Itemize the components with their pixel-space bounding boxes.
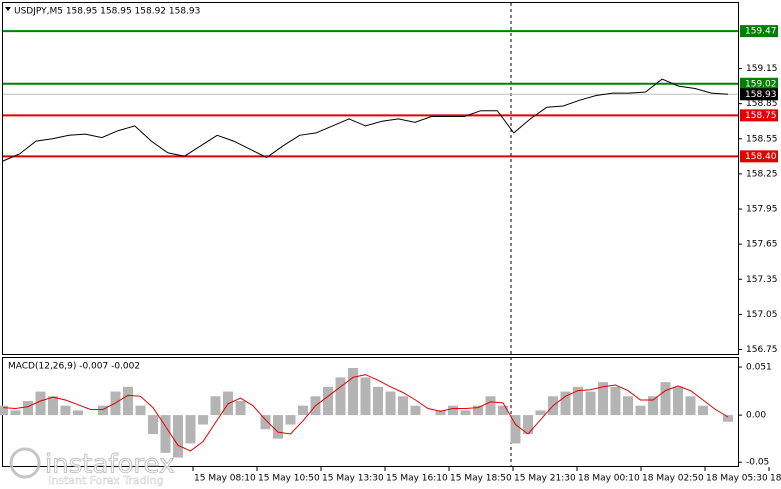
macd-bar [160, 415, 171, 453]
x-tick-label: 15 May 13:30 [322, 474, 384, 484]
macd-bar [410, 405, 421, 416]
macd-bar [648, 396, 658, 416]
macd-bar [610, 386, 621, 416]
y-tick-label: 157.35 [746, 275, 778, 285]
macd-bar [348, 367, 358, 416]
x-tick-label: 15 May 21:30 [514, 474, 576, 484]
macd-bar [673, 386, 683, 416]
title-marker [5, 7, 11, 11]
signal-line [2, 374, 729, 452]
macd-bar [10, 410, 21, 416]
macd-bar [210, 396, 221, 416]
y-tick-label: 157.05 [746, 310, 778, 320]
price-panel [2, 2, 739, 355]
y-tick-label: 0.00 [746, 411, 766, 421]
x-tick-label: 15 May 18:50 [450, 474, 512, 484]
macd-bar [60, 405, 71, 416]
macd-bar [635, 405, 646, 416]
macd-bar [35, 391, 46, 416]
y-tick-label: 157.65 [746, 240, 778, 250]
macd-bar [373, 386, 383, 416]
macd-bar [385, 391, 396, 416]
level-label: 158.75 [745, 111, 777, 121]
y-tick-label: 159.15 [746, 64, 778, 74]
level-tag [740, 109, 778, 122]
x-tick-label: 15 May 16:10 [386, 474, 448, 484]
macd-bar [298, 405, 308, 416]
macd-bar [585, 391, 596, 416]
macd-bar [573, 386, 583, 416]
chart-title: MACD(12,26,9) -0.007 -0.002 [8, 362, 140, 372]
macd-bar [23, 400, 33, 416]
level-label: 158.40 [745, 152, 777, 162]
y-tick-label: 158.55 [746, 134, 778, 144]
macd-bar [73, 410, 83, 416]
macd-bar [285, 415, 296, 425]
level-tag [740, 25, 778, 38]
macd-bar [698, 405, 708, 416]
macd-bar [235, 400, 246, 416]
macd-bar [98, 405, 108, 416]
macd-bar [260, 415, 271, 430]
last-price-label: 158.93 [745, 90, 777, 100]
x-tick-label: 15 May 08:10 [194, 474, 256, 484]
watermark-tagline: Instant Forex Trading [48, 474, 164, 487]
macd-bar [273, 415, 283, 439]
macd-bar [723, 415, 733, 422]
macd-bar [473, 405, 483, 416]
last-price-tag [740, 88, 778, 101]
y-tick-label: 156.75 [746, 345, 778, 355]
macd-bar [148, 415, 158, 434]
macd-bar [123, 386, 133, 416]
macd-bar [535, 410, 546, 416]
macd-bar [523, 415, 533, 434]
macd-bar [448, 405, 458, 416]
macd-bar [398, 396, 408, 416]
macd-bar [485, 396, 496, 416]
macd-bar [173, 415, 183, 458]
macd-bar [0, 405, 8, 416]
macd-bar [323, 386, 333, 416]
chart-title: USDJPY,M5 158.95 158.95 158.92 158.93 [14, 7, 200, 17]
macd-bar [435, 410, 446, 416]
y-tick-label: 158.85 [746, 99, 778, 109]
macd-bar [510, 415, 521, 444]
macd-bar [560, 391, 571, 416]
macd-bar [685, 396, 696, 416]
x-tick-label: 15 May 10:50 [258, 474, 320, 484]
y-tick-label: -0.05 [746, 458, 769, 468]
macd-bar [48, 396, 58, 416]
macd-bar [598, 382, 608, 416]
macd-bar [335, 377, 346, 416]
price-line [2, 78, 729, 162]
level-label: 159.02 [745, 79, 777, 89]
x-tick-label: 18 May 08:10 [770, 474, 781, 484]
macd-bar [623, 396, 633, 416]
x-tick-label: 18 May 00:10 [578, 474, 640, 484]
x-tick-label: 18 May 02:50 [642, 474, 704, 484]
macd-bar [498, 405, 508, 416]
macd-bar [660, 382, 671, 416]
watermark-logo [9, 447, 41, 479]
x-tick-label: 18 May 05:30 [706, 474, 768, 484]
level-tag [740, 77, 778, 90]
macd-bar [185, 415, 196, 444]
watermark-brand: instaforex [45, 450, 174, 480]
macd-bar [135, 405, 146, 416]
macd-bar [198, 415, 208, 425]
y-tick-label: 157.95 [746, 205, 778, 215]
watermark: instaforex Instant Forex Trading [9, 447, 175, 487]
level-label: 159.47 [745, 27, 777, 37]
y-tick-label: 0.051 [746, 363, 772, 373]
level-tag [740, 150, 778, 163]
macd-bar [360, 377, 371, 416]
y-tick-label: 158.25 [746, 169, 778, 179]
macd-bar [460, 410, 471, 416]
